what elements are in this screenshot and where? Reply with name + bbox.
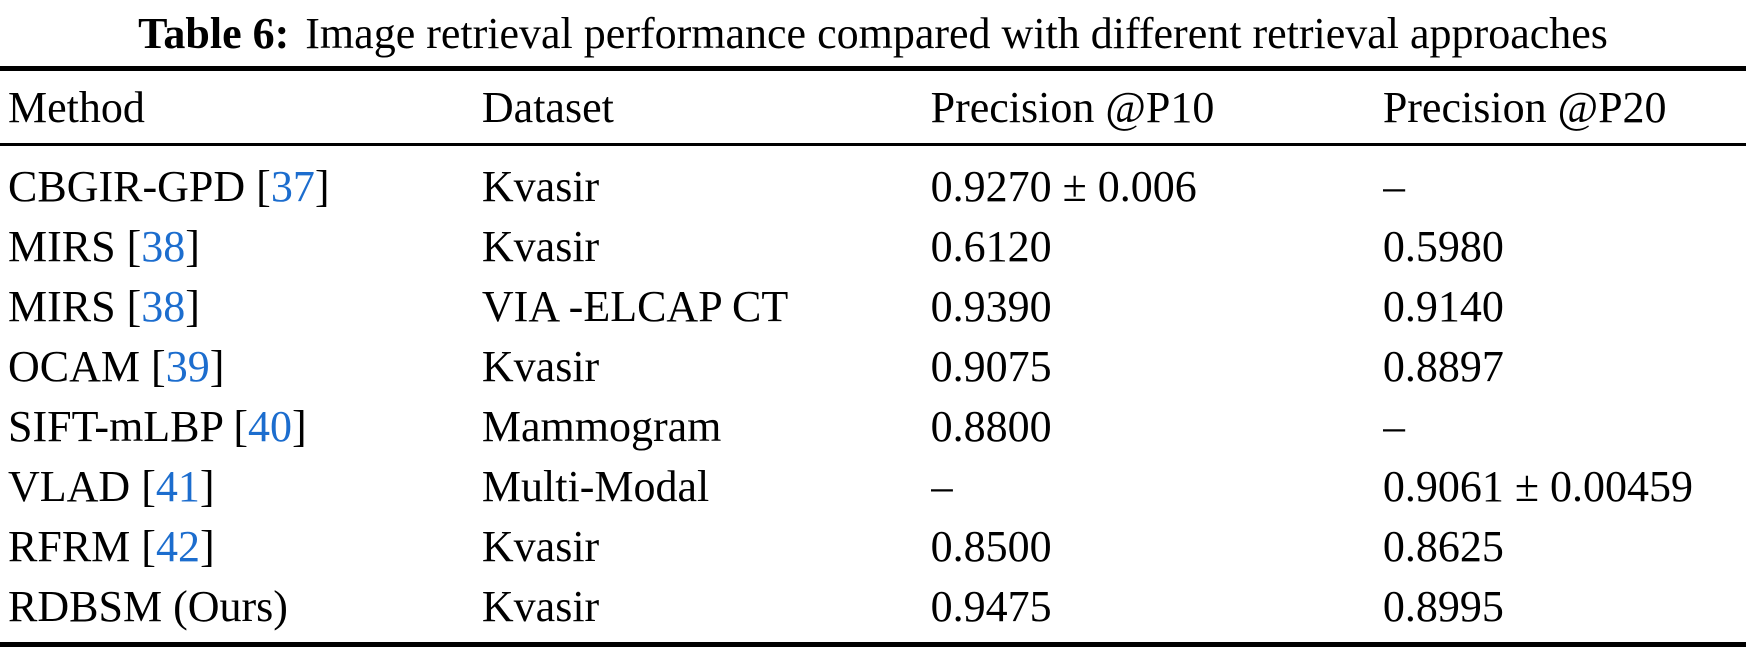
citation-bracket-open: [ [140, 341, 166, 391]
table-row: MIRS [38] Kvasir 0.6120 0.5980 [0, 216, 1746, 276]
method-cell: OCAM [39] [0, 341, 482, 392]
p10-cell: 0.8800 [930, 401, 1052, 451]
p10-cell: 0.6120 [930, 221, 1052, 271]
header-cell-p10: Precision @P10 [930, 82, 1215, 132]
table-caption-text: Image retrieval performance compared wit… [305, 8, 1608, 58]
citation-bracket-open: [ [130, 461, 156, 511]
citation-bracket-close: ] [199, 521, 215, 571]
dataset-cell: Mammogram [481, 401, 722, 451]
table-header-rule [0, 143, 1746, 146]
method-name: MIRS [8, 281, 116, 331]
citation-link[interactable]: 39 [165, 341, 210, 391]
header-cell-method: Method [8, 82, 145, 132]
dataset-cell: Kvasir [481, 161, 600, 211]
table-bottom-rule [0, 642, 1746, 647]
method-name: CBGIR-GPD [8, 161, 246, 211]
p20-cell: 0.8995 [1382, 581, 1504, 631]
method-cell: RFRM [42] [0, 521, 482, 572]
citation-bracket-close: ] [185, 221, 200, 271]
p10-cell: 0.9270 ± 0.006 [930, 161, 1197, 211]
table-row: VLAD [41] Multi-Modal – 0.9061 ± 0.00459 [0, 456, 1746, 516]
p10-cell: 0.8500 [930, 521, 1052, 571]
p10-cell: 0.9390 [930, 281, 1052, 331]
citation-bracket-open: [ [115, 221, 142, 271]
table-caption: Table 6: Image retrieval performance com… [0, 0, 1746, 66]
method-name: SIFT-mLBP [8, 401, 223, 451]
citation-bracket-open: [ [130, 521, 156, 571]
p20-cell: 0.8625 [1382, 521, 1504, 571]
p20-cell: 0.9140 [1382, 281, 1504, 331]
method-name: OCAM [8, 341, 141, 391]
method-name: RFRM [8, 521, 131, 571]
dataset-cell: Kvasir [481, 581, 600, 631]
dataset-cell: Kvasir [481, 521, 600, 571]
method-name: RDBSM (Ours) [8, 581, 288, 631]
method-name: VLAD [8, 461, 131, 511]
citation-bracket-close: ] [185, 281, 200, 331]
table-row: RFRM [42] Kvasir 0.8500 0.8625 [0, 516, 1746, 576]
dataset-cell: Kvasir [481, 221, 600, 271]
method-cell: MIRS [38] [0, 221, 482, 272]
dataset-cell: Multi-Modal [481, 461, 710, 511]
method-name: MIRS [8, 221, 116, 271]
citation-link[interactable]: 41 [155, 461, 200, 511]
p10-cell: 0.9475 [930, 581, 1052, 631]
citation-bracket-open: [ [115, 281, 142, 331]
citation-link[interactable]: 38 [141, 221, 186, 271]
citation-link[interactable]: 37 [270, 161, 315, 211]
table-row: RDBSM (Ours) Kvasir 0.9475 0.8995 [0, 576, 1746, 636]
p20-cell: 0.9061 ± 0.00459 [1382, 461, 1693, 511]
table-row: CBGIR-GPD [37] Kvasir 0.9270 ± 0.006 – [0, 156, 1746, 216]
table-row: OCAM [39] Kvasir 0.9075 0.8897 [0, 336, 1746, 396]
citation-bracket-close: ] [292, 401, 307, 451]
table-top-rule [0, 66, 1746, 71]
header-cell-dataset: Dataset [481, 82, 614, 132]
dataset-cell: Kvasir [481, 341, 600, 391]
table-row: SIFT-mLBP [40] Mammogram 0.8800 – [0, 396, 1746, 456]
p10-cell: 0.9075 [930, 341, 1052, 391]
method-cell: MIRS [38] [0, 281, 482, 332]
citation-link[interactable]: 40 [248, 401, 293, 451]
method-cell: CBGIR-GPD [37] [0, 161, 482, 212]
citation-bracket-close: ] [209, 341, 225, 391]
method-cell: VLAD [41] [0, 461, 482, 512]
header-cell-p20: Precision @P20 [1382, 82, 1667, 132]
table-body: CBGIR-GPD [37] Kvasir 0.9270 ± 0.006 – M… [0, 146, 1746, 636]
dataset-cell: VIA -ELCAP CT [481, 281, 789, 331]
method-cell: SIFT-mLBP [40] [0, 401, 482, 452]
p20-cell: – [1382, 161, 1405, 211]
citation-bracket-open: [ [222, 401, 249, 451]
citation-link[interactable]: 42 [155, 521, 200, 571]
p20-cell: 0.8897 [1382, 341, 1504, 391]
p10-cell: – [930, 461, 953, 511]
citation-link[interactable]: 38 [141, 281, 186, 331]
table-header-row: Method Dataset Precision @P10 Precision … [0, 71, 1746, 143]
p20-cell: – [1382, 401, 1405, 451]
table-row: MIRS [38] VIA -ELCAP CT 0.9390 0.9140 [0, 276, 1746, 336]
citation-bracket-open: [ [245, 161, 271, 211]
citation-bracket-close: ] [199, 461, 215, 511]
table-caption-label: Table 6: [138, 8, 290, 58]
method-cell: RDBSM (Ours) [0, 581, 482, 632]
p20-cell: 0.5980 [1382, 221, 1504, 271]
citation-bracket-close: ] [314, 161, 330, 211]
